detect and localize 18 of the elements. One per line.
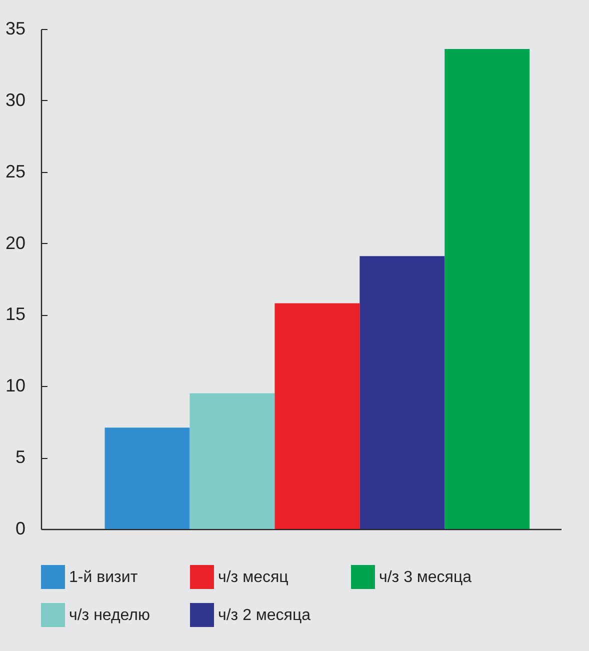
y-tick-label: 0 bbox=[15, 518, 26, 538]
legend-label: ч/з месяц bbox=[218, 569, 288, 586]
bar bbox=[274, 303, 360, 529]
y-tick-label: 35 bbox=[5, 18, 26, 38]
y-tick-label: 10 bbox=[5, 376, 26, 396]
y-tick-label: 5 bbox=[15, 447, 26, 468]
y-tick-label: 30 bbox=[5, 90, 26, 110]
legend-label: ч/з 3 месяца bbox=[379, 569, 472, 586]
legend-label: ч/з неделю bbox=[69, 607, 150, 624]
y-tick-label: 15 bbox=[5, 304, 26, 324]
bar bbox=[104, 428, 190, 529]
bar bbox=[190, 393, 275, 529]
legend-label: 1-й визит bbox=[69, 569, 138, 586]
y-tick-label: 20 bbox=[5, 232, 26, 253]
legend-label: ч/з 2 месяца bbox=[218, 607, 311, 624]
y-tick-label: 25 bbox=[5, 161, 26, 182]
bar bbox=[444, 49, 530, 529]
bar bbox=[360, 256, 445, 529]
